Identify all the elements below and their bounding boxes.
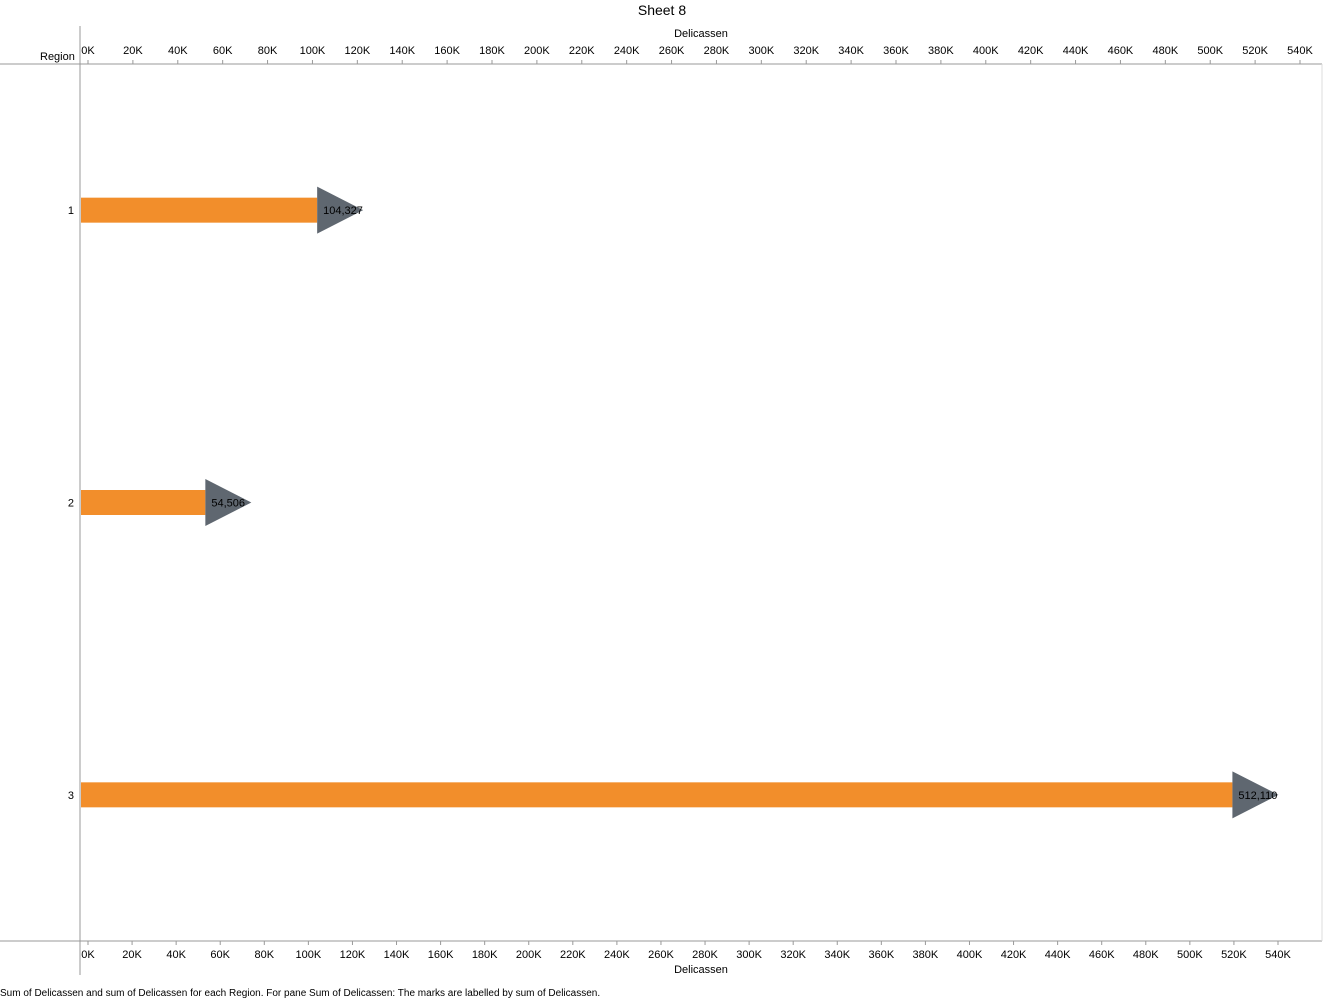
x-tick-label-top: 340K (838, 45, 864, 57)
axes-layer: 0K 20K 40K 60K 80K 100K 120K 140K 160K 180K 200K 22… (0, 26, 1323, 975)
x-tick-label-bottom: 500K (1177, 949, 1203, 961)
x-tick-label-top: 360K (883, 45, 909, 57)
x-tick-label-top: 380K (928, 45, 954, 57)
x-tick-label-top: 20K (123, 45, 143, 57)
x-tick-label-bottom: 120K (340, 949, 366, 961)
x-tick-label-top: 160K (434, 45, 460, 57)
x-tick-label-top: 140K (389, 45, 415, 57)
x-tick-label-top: 260K (659, 45, 685, 57)
x-tick-label-bottom: 0K (81, 949, 95, 961)
row-header-region: Region (40, 51, 75, 63)
x-tick-label-bottom: 540K (1265, 949, 1291, 961)
x-tick-label-bottom: 340K (824, 949, 850, 961)
bar-region-2 (81, 490, 206, 515)
x-tick-label-bottom: 240K (604, 949, 630, 961)
bar-region-3 (81, 782, 1233, 808)
x-tick-label-bottom: 460K (1089, 949, 1115, 961)
x-tick-label-top: 40K (168, 45, 188, 57)
x-tick-label-bottom: 380K (913, 949, 939, 961)
x-tick-label-bottom: 280K (692, 949, 718, 961)
x-tick-label-top: 460K (1108, 45, 1134, 57)
bar-region-1 (81, 197, 318, 223)
x-tick-label-bottom: 440K (1045, 949, 1071, 961)
x-tick-label-top: 440K (1063, 45, 1089, 57)
x-tick-label-top: 420K (1018, 45, 1044, 57)
x-tick-label-bottom: 220K (560, 949, 586, 961)
x-axis-title-top: Delicassen (674, 28, 728, 40)
y-category-label: 1 (68, 205, 74, 217)
x-tick-label-bottom: 520K (1221, 949, 1247, 961)
x-tick-label-top: 100K (300, 45, 326, 57)
x-tick-label-top: 520K (1242, 45, 1268, 57)
x-tick-label-top: 80K (258, 45, 278, 57)
x-tick-label-bottom: 420K (1001, 949, 1027, 961)
x-tick-label-top: 60K (213, 45, 233, 57)
x-tick-label-bottom: 40K (166, 949, 186, 961)
x-tick-label-top: 400K (973, 45, 999, 57)
x-tick-label-top: 480K (1152, 45, 1178, 57)
x-tick-label-bottom: 180K (472, 949, 498, 961)
x-tick-label-bottom: 360K (868, 949, 894, 961)
x-tick-label-bottom: 300K (736, 949, 762, 961)
arrow-head-region-2 (205, 479, 252, 526)
data-label-region-3: 512,110 (1238, 790, 1277, 802)
x-tick-label-bottom: 100K (296, 949, 322, 961)
x-tick-label-bottom: 200K (516, 949, 542, 961)
x-axis-title-bottom: Delicassen (674, 964, 728, 976)
arrow-head-region-3 (1232, 771, 1279, 819)
x-tick-label-top: 300K (748, 45, 774, 57)
x-tick-label-top: 220K (569, 45, 595, 57)
x-tick-label-top: 540K (1287, 45, 1313, 57)
chart-caption: Sum of Delicassen and sum of Delicassen … (0, 988, 601, 999)
arrow-head-region-1 (317, 186, 364, 234)
x-tick-label-bottom: 480K (1133, 949, 1159, 961)
y-category-label: 3 (68, 790, 74, 802)
x-tick-label-bottom: 140K (384, 949, 410, 961)
x-tick-label-bottom: 20K (122, 949, 142, 961)
x-tick-label-bottom: 80K (255, 949, 275, 961)
x-tick-label-top: 180K (479, 45, 505, 57)
x-tick-label-top: 240K (614, 45, 640, 57)
x-tick-label-top: 320K (793, 45, 819, 57)
x-tick-label-bottom: 60K (210, 949, 230, 961)
x-tick-label-bottom: 400K (957, 949, 983, 961)
x-tick-label-top: 200K (524, 45, 550, 57)
data-label-region-2: 54,506 (211, 498, 245, 510)
data-label-region-1: 104,327 (323, 205, 363, 217)
x-tick-label-top: 120K (344, 45, 370, 57)
x-tick-label-top: 500K (1197, 45, 1223, 57)
x-tick-label-top: 0K (81, 45, 95, 57)
x-tick-label-bottom: 260K (648, 949, 674, 961)
chart-title: Sheet 8 (637, 2, 687, 18)
y-category-label: 2 (68, 498, 74, 510)
marks-layer: 1 104,327 2 54,506 3 512,110 (68, 186, 1279, 819)
x-tick-label-top: 280K (704, 45, 730, 57)
x-tick-label-bottom: 160K (428, 949, 454, 961)
x-tick-label-bottom: 320K (780, 949, 806, 961)
